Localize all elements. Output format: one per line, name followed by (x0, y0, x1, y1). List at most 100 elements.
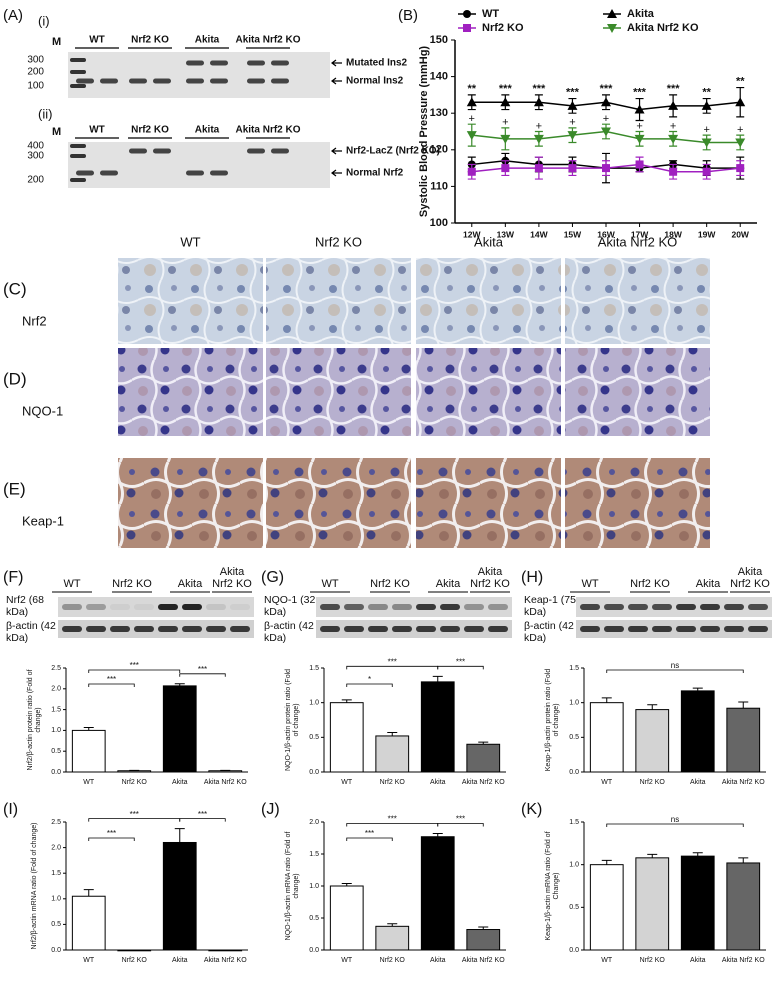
ladder-band (70, 58, 86, 62)
significance-label: *** (198, 810, 207, 819)
lane-label: Akita Nrf2 KO (235, 35, 300, 46)
significance-label: *** (499, 83, 513, 95)
significance-bracket (437, 823, 484, 827)
blot-label-box: β-actin (42 kDa) (6, 621, 56, 644)
significance-label: *** (130, 661, 139, 670)
significance-label: *** (566, 86, 580, 98)
gel-band (247, 78, 265, 84)
band-label: Normal Ins2 (346, 76, 404, 87)
x-tick-label: Akita (172, 957, 188, 964)
y-tick-label: 1.5 (569, 665, 579, 672)
blot-label: Keap-1 (75 kDa) (524, 594, 576, 618)
blot-band (748, 604, 768, 610)
blot-band (86, 626, 106, 632)
column-header: WT (180, 234, 200, 249)
band-label: Nrf2-LacZ (Nrf2 KO) (346, 146, 440, 157)
significance-label: *** (456, 657, 465, 666)
bar (329, 885, 364, 951)
lane-label: Nrf2 KO (112, 578, 152, 590)
gel-band (129, 78, 147, 84)
point (533, 134, 544, 144)
x-tick-label: 12W (463, 229, 481, 239)
significance-label: * (368, 675, 371, 684)
point (735, 138, 746, 148)
x-tick-label: Akita (690, 957, 706, 964)
y-axis-label: Nrf2/β-actin protein ratio (Fold of chan… (27, 669, 42, 771)
gel-band (153, 148, 171, 154)
panel-label: (A) (3, 7, 23, 24)
y-axis-label: Keap-1/β-actin mRNA ratio (Fold of Chang… (545, 831, 560, 941)
point (702, 167, 711, 176)
x-tick-label: Akita Nrf2 KO (462, 779, 505, 786)
y-axis-label-box: Nrf2/β-actin protein ratio (Fold of chan… (27, 669, 42, 771)
point (607, 9, 617, 18)
blot-band (368, 604, 388, 610)
bar (162, 685, 197, 773)
point (463, 24, 471, 32)
blot-band (182, 626, 202, 632)
x-tick-label: WT (341, 957, 353, 964)
size-label: 300 (27, 151, 44, 162)
blot-label-box: β-actin (42 kDa) (524, 621, 574, 644)
point (607, 24, 617, 33)
point (602, 164, 610, 173)
blot-band (440, 604, 460, 610)
sub-label: (i) (38, 13, 50, 28)
marker-label: M (52, 36, 61, 48)
ladder-band (70, 154, 86, 158)
significance-bracket (88, 683, 135, 687)
blot (58, 620, 254, 638)
blot-band (724, 604, 744, 610)
significance-label: *** (365, 829, 374, 838)
bar (375, 735, 410, 773)
blot-band (344, 626, 364, 632)
gel-band (76, 78, 94, 84)
error-bar (432, 833, 443, 837)
error-bar (601, 859, 612, 865)
x-tick-label: 13W (497, 229, 515, 239)
y-tick-label: 1.0 (309, 700, 319, 707)
gel (68, 142, 330, 188)
point (601, 97, 611, 107)
y-axis-label-box: Keap-1/β-actin mRNA ratio (Fold of Chang… (545, 831, 560, 941)
bar (589, 702, 624, 773)
blot-band (86, 604, 106, 610)
arrow (331, 59, 342, 67)
blot-band (700, 626, 720, 632)
significance-label: + (703, 124, 709, 136)
significance-bracket (346, 837, 393, 841)
point (534, 164, 543, 173)
blot-band (392, 626, 412, 632)
blot-band (416, 604, 436, 610)
point (500, 97, 511, 107)
lane-label: Nrf2 KO (131, 125, 169, 136)
x-tick-label: 17W (631, 229, 649, 239)
y-tick-label: 2.0 (51, 686, 61, 693)
legend-label: Akita (627, 8, 655, 20)
significance-label: *** (388, 657, 397, 666)
micrograph (266, 258, 411, 344)
lane-label: Akita Nrf2 KO (730, 565, 770, 590)
x-tick-label: Nrf2 KO (380, 779, 406, 786)
micrograph (565, 458, 710, 548)
micrograph (416, 258, 561, 344)
bar (420, 836, 455, 951)
sub-label: (ii) (38, 106, 52, 121)
blot-band (628, 626, 648, 632)
blot-band (652, 626, 672, 632)
point (736, 164, 745, 173)
blot-band (676, 604, 696, 610)
y-tick-label: 1.0 (51, 727, 61, 734)
y-tick-label: 0.0 (569, 947, 579, 954)
gel-band (186, 170, 204, 176)
lane-label: Akita (436, 578, 461, 590)
point (701, 100, 712, 110)
lane-label-box: Akita Nrf2 KO (212, 566, 252, 590)
x-tick-label: Akita Nrf2 KO (722, 779, 765, 786)
significance-bracket (606, 669, 744, 673)
blot-band (158, 604, 178, 610)
significance-bracket (346, 683, 393, 687)
point (567, 100, 578, 110)
significance-label: *** (130, 810, 139, 819)
y-tick-label: 120 (430, 144, 448, 156)
